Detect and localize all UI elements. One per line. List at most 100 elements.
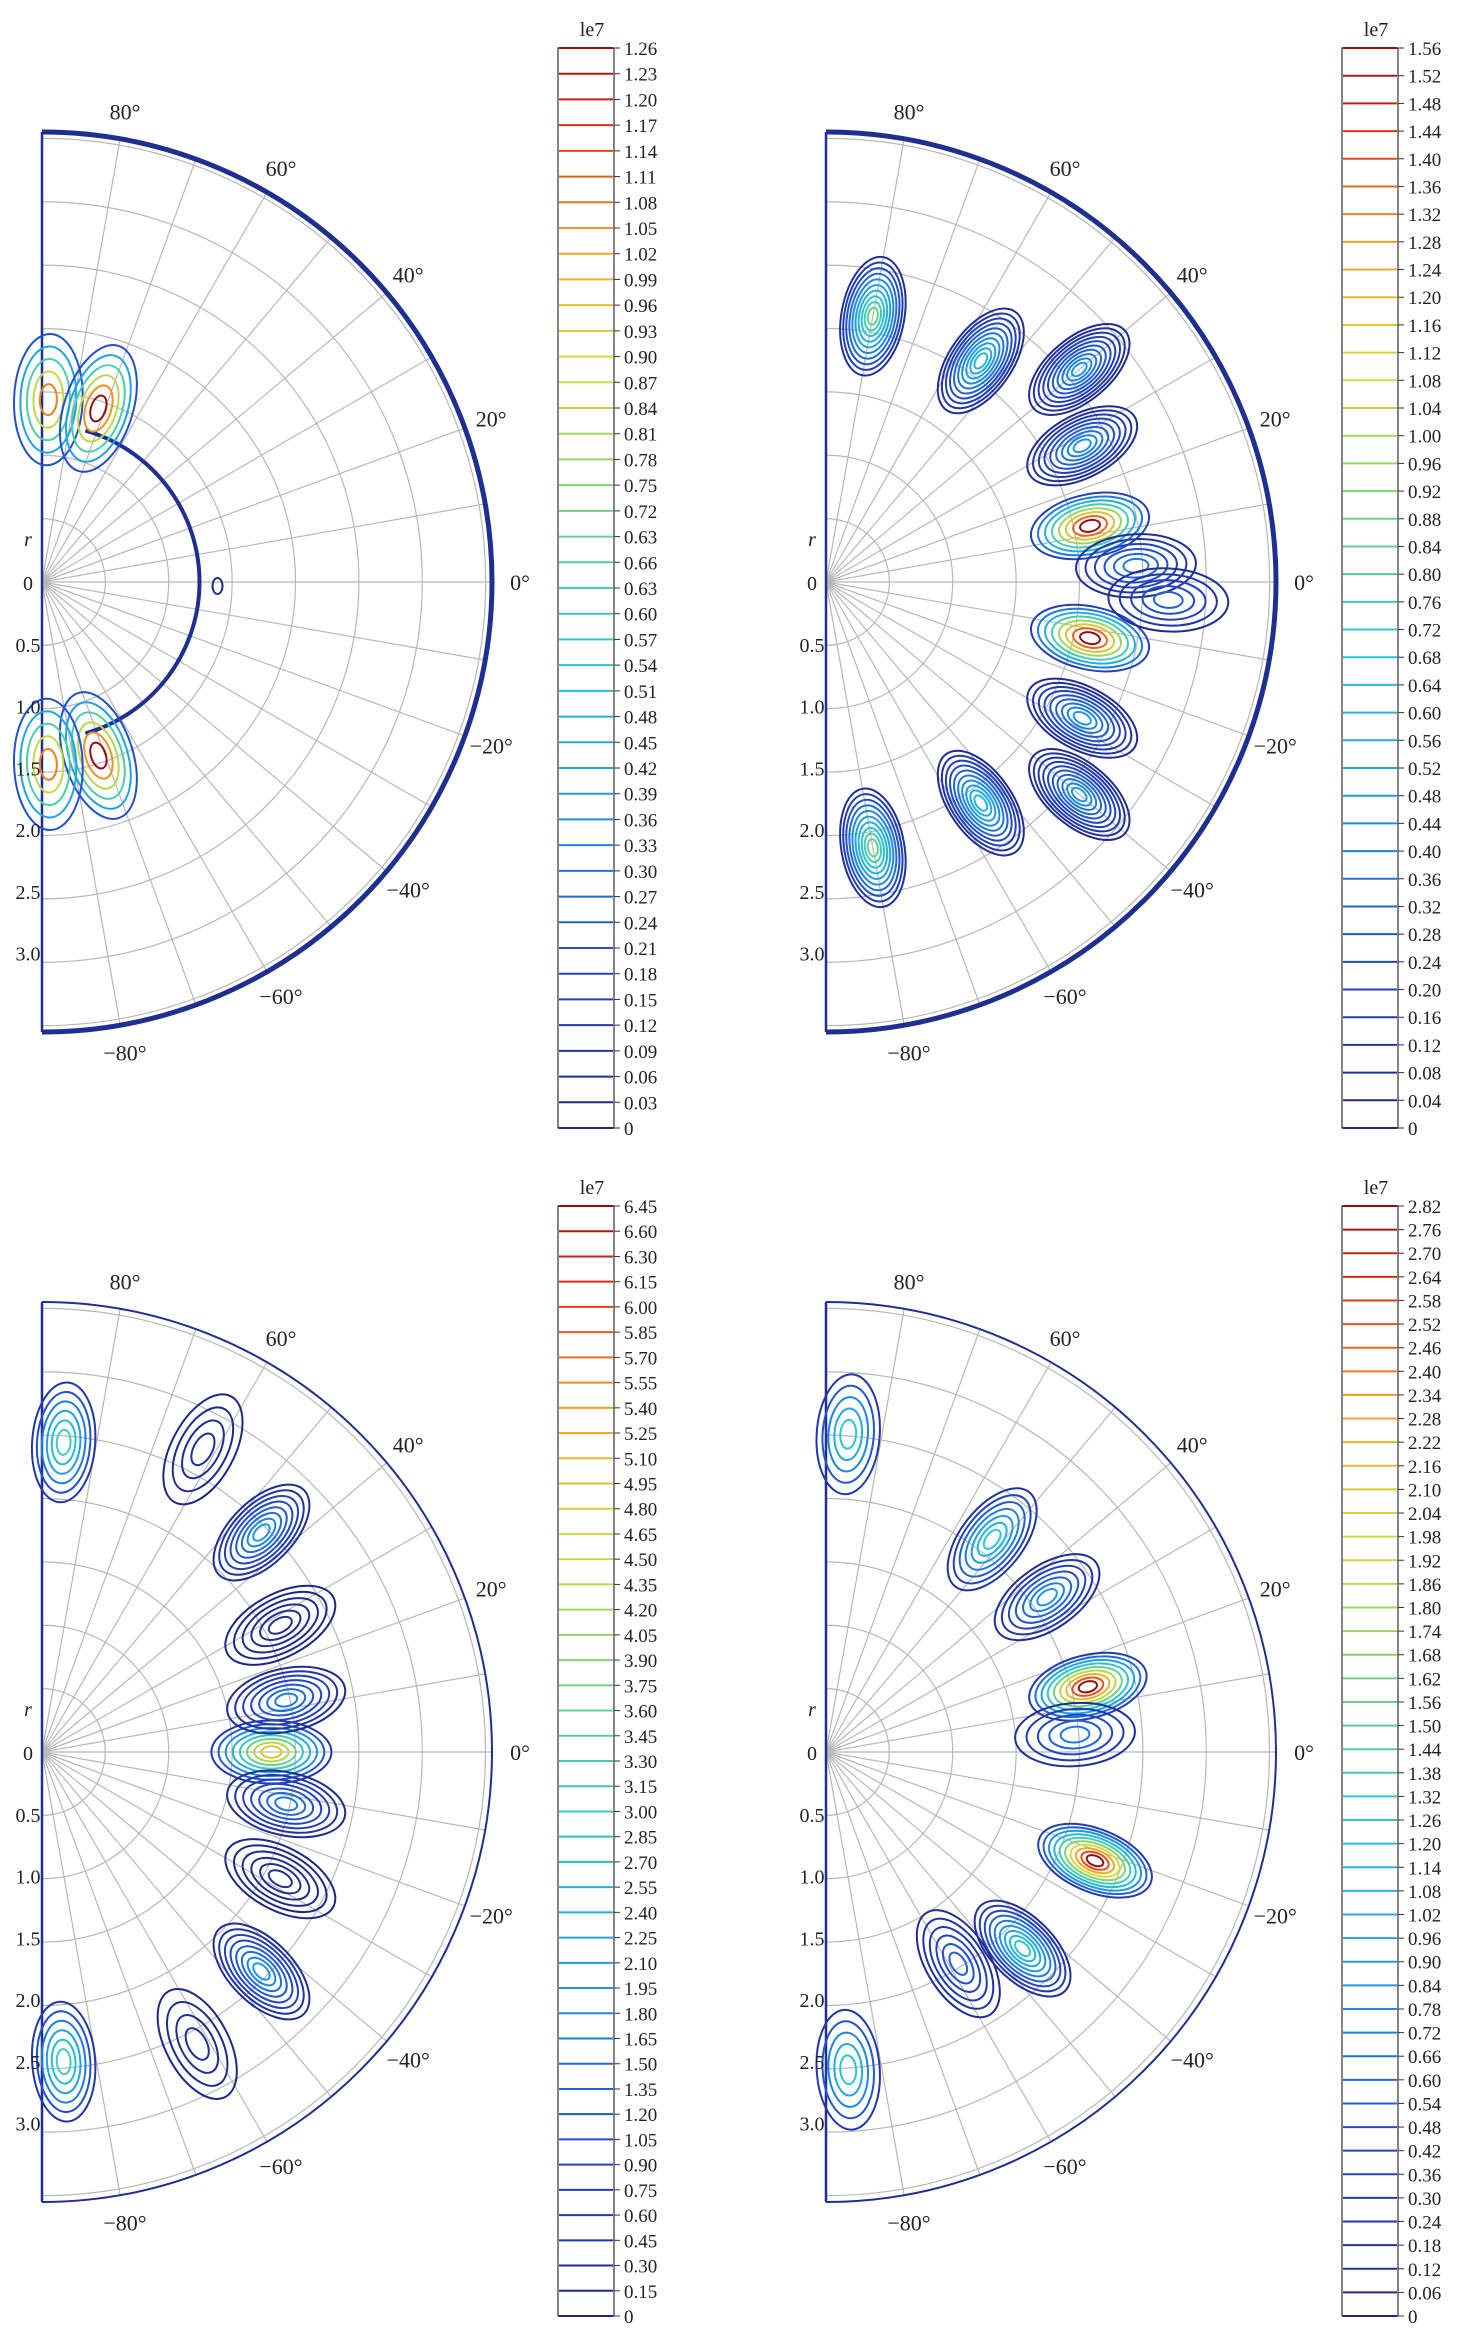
theta-tick-label: 60°	[266, 1326, 297, 1351]
theta-tick-label: 40°	[393, 1433, 424, 1458]
theta-tick-label: −40°	[387, 877, 430, 902]
grid-spoke	[41, 581, 433, 808]
grid-spoke	[825, 1751, 1172, 2042]
colorbar-tick-label: 6.15	[624, 1273, 657, 1294]
contour-line	[1072, 438, 1092, 454]
r-tick-label: 0.5	[16, 635, 41, 657]
r-tick-label: 1.0	[16, 1867, 41, 1889]
contour-line	[212, 1922, 311, 2021]
contour-line	[860, 295, 886, 338]
contour-line	[259, 1863, 302, 1895]
colorbar-tick-label: 1.12	[1408, 344, 1441, 365]
colorbar-tick-label: 2.46	[1408, 1339, 1441, 1360]
grid-spoke	[41, 1751, 268, 2143]
contour-line	[1029, 1582, 1065, 1613]
colorbar-tick-label: 0.12	[624, 1016, 657, 1037]
contour-line	[1051, 615, 1129, 661]
contour-blob	[815, 1373, 881, 1496]
contour-line	[274, 1796, 299, 1812]
colorbar-tick-label: 3.30	[624, 1752, 657, 1773]
colorbar-tick-label: 1.20	[1408, 288, 1441, 309]
contour-line	[258, 1683, 315, 1717]
contour-blob	[1107, 567, 1230, 633]
contour-line	[1064, 623, 1116, 653]
contour-line	[815, 2008, 881, 2131]
grid-spoke	[825, 1751, 1217, 1978]
contour-line	[229, 1939, 294, 2004]
contour-line	[839, 787, 907, 909]
contour-line	[83, 384, 114, 433]
r-tick-label: 2.0	[16, 820, 41, 842]
grid-spoke	[41, 1328, 197, 1753]
theta-tick-label: 60°	[1050, 1326, 1081, 1351]
colorbar-tick-label: 0.24	[624, 913, 658, 934]
contour-line	[1077, 1680, 1098, 1694]
colorbar-tick-label: 0.66	[624, 553, 657, 574]
contour-line	[1152, 591, 1184, 609]
colorbar-tick-label: 2.28	[1408, 1410, 1441, 1431]
contour-line	[1072, 627, 1108, 649]
colorbar: le7 6.45 6.60 6.30 6.15 6.00 5.85 5.70 5.55 5.40 5…	[557, 1177, 657, 2328]
outer-boundary	[41, 129, 495, 1035]
colorbar-tick-label: 0.12	[1408, 2260, 1441, 2281]
colorbar-tick-label: 1.48	[1408, 94, 1441, 115]
colorbar-tick-label: 0.36	[624, 810, 657, 831]
colorbar-tick-label: 0.36	[1408, 2165, 1441, 2186]
theta-tick-label: −80°	[103, 1041, 146, 1066]
contour-blob	[224, 1584, 337, 1666]
contour-field	[30, 1381, 347, 2123]
r-tick-label: 2.0	[800, 1990, 825, 2012]
theta-tick-label: 0°	[1294, 1740, 1314, 1765]
contour-line	[1079, 518, 1101, 533]
colorbar-tick-label: 0.66	[1408, 2047, 1441, 2068]
colorbar-tick-label: 0.45	[624, 2231, 657, 2252]
colorbar-tick-label: 1.80	[624, 2004, 657, 2025]
colorbar-tick-label: 1.11	[624, 168, 657, 189]
contour-line	[993, 1553, 1101, 1642]
theta-tick-label: −80°	[887, 2211, 930, 2236]
contour-line	[1029, 603, 1151, 673]
colorbar-tick-label: 1.02	[1408, 1906, 1441, 1927]
panel-a: 80° 60° 40° 20° 0° −20° −40° −60° −80° r 0 0.5 1.0 1.…	[13, 19, 658, 1140]
grid-spoke	[41, 191, 268, 583]
contour-line	[965, 784, 997, 822]
colorbar-tick-label: 0.75	[624, 476, 657, 497]
theta-tick-labels: 80° 60° 40° 20° 0° −20° −40° −60° −80°	[103, 99, 530, 1065]
colorbar-tick-label: 0.16	[1408, 1008, 1441, 1029]
contour-line	[1037, 685, 1127, 751]
small-contour	[211, 577, 224, 595]
contour-line	[957, 332, 1005, 390]
grid-spoke	[41, 581, 486, 661]
contour-line	[1032, 409, 1133, 483]
contour-line	[226, 1769, 347, 1839]
contour-blob	[224, 1838, 337, 1920]
grid-spoke	[41, 1526, 433, 1753]
contour-line	[1042, 335, 1117, 404]
colorbar-tick-label: 1.95	[624, 1979, 657, 2000]
contour-line	[1051, 344, 1107, 395]
colorbar-tick-label: 0.21	[624, 939, 657, 960]
contour-line	[1049, 421, 1116, 470]
contour-line	[952, 1494, 1032, 1585]
grid-spoke	[825, 427, 1250, 583]
colorbar-tick-label: 0.42	[1408, 2142, 1441, 2163]
contour-blob	[13, 697, 84, 832]
theta-tick-label: 0°	[510, 570, 530, 595]
colorbar-tick-label: 0.60	[624, 2206, 657, 2227]
contour-blob	[212, 1483, 311, 1582]
theta-tick-label: −20°	[1254, 1903, 1297, 1928]
colorbar-tick-label: 1.38	[1408, 1764, 1441, 1785]
colorbar-tick-label: 1.08	[1408, 1882, 1441, 1903]
contour-line	[242, 1674, 331, 1726]
colorbar-tick-label: 0.51	[624, 682, 657, 703]
contour-blob	[946, 1487, 1038, 1592]
contour-line	[1032, 681, 1133, 755]
theta-tick-label: −20°	[470, 1903, 513, 1928]
contour-line	[1026, 677, 1139, 759]
contour-line	[175, 2014, 220, 2074]
contour-line	[1072, 710, 1092, 726]
contour-field	[839, 255, 1230, 909]
grid-spoke	[825, 1406, 1116, 1753]
contour-line	[1037, 413, 1127, 479]
contour-blob	[815, 2008, 881, 2131]
